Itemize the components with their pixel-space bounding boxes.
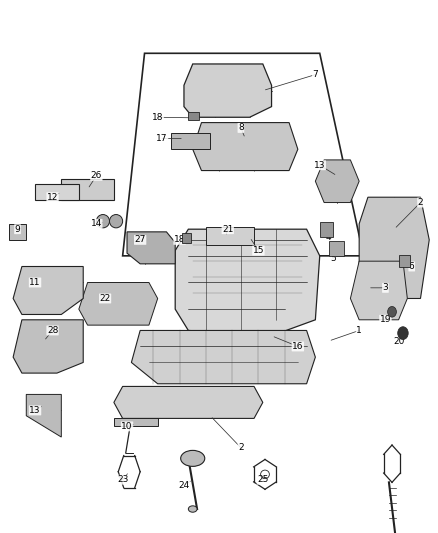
Text: 26: 26 <box>91 172 102 180</box>
Circle shape <box>388 306 396 317</box>
Text: 23: 23 <box>117 475 128 484</box>
Text: 3: 3 <box>382 284 389 292</box>
Bar <box>320 222 333 237</box>
Bar <box>188 112 199 120</box>
Polygon shape <box>359 197 429 298</box>
Text: 28: 28 <box>47 326 58 335</box>
Polygon shape <box>175 229 320 336</box>
Text: 5: 5 <box>330 254 336 263</box>
Text: 4: 4 <box>326 233 331 241</box>
Polygon shape <box>13 320 83 373</box>
Text: 11: 11 <box>29 278 41 287</box>
Text: 16: 16 <box>292 342 304 351</box>
Text: 7: 7 <box>312 70 318 79</box>
Text: 1: 1 <box>356 326 362 335</box>
Text: 27: 27 <box>134 236 146 244</box>
Polygon shape <box>131 330 315 384</box>
Text: 19: 19 <box>380 316 391 324</box>
Text: 20: 20 <box>393 337 404 345</box>
Text: 15: 15 <box>253 246 264 255</box>
Text: 18: 18 <box>174 236 185 244</box>
Text: 14: 14 <box>91 220 102 228</box>
Text: 2: 2 <box>238 443 244 452</box>
Text: 9: 9 <box>14 225 21 233</box>
Polygon shape <box>61 179 114 200</box>
Text: 17: 17 <box>156 134 168 143</box>
Polygon shape <box>171 133 210 149</box>
Polygon shape <box>114 418 158 426</box>
Circle shape <box>398 327 408 340</box>
Text: 13: 13 <box>314 161 325 169</box>
Polygon shape <box>9 224 26 240</box>
Polygon shape <box>13 266 83 314</box>
Text: 6: 6 <box>409 262 415 271</box>
Text: 21: 21 <box>222 225 233 233</box>
Text: 2: 2 <box>418 198 423 207</box>
Text: 24: 24 <box>178 481 190 489</box>
Polygon shape <box>184 64 272 117</box>
Bar <box>182 233 191 243</box>
Text: 25: 25 <box>257 475 268 484</box>
Polygon shape <box>26 394 61 437</box>
Text: 13: 13 <box>29 406 41 415</box>
Polygon shape <box>127 232 175 264</box>
Text: 22: 22 <box>99 294 111 303</box>
Polygon shape <box>206 227 254 245</box>
Polygon shape <box>114 386 263 418</box>
Ellipse shape <box>180 450 205 466</box>
Polygon shape <box>79 282 158 325</box>
Ellipse shape <box>188 506 197 512</box>
Polygon shape <box>350 261 407 320</box>
Polygon shape <box>315 160 359 203</box>
Bar <box>399 255 410 266</box>
Polygon shape <box>193 123 298 171</box>
Text: 10: 10 <box>121 422 133 431</box>
Bar <box>328 241 344 256</box>
Text: 18: 18 <box>152 113 163 122</box>
Polygon shape <box>35 184 79 200</box>
Text: 8: 8 <box>238 124 244 132</box>
Ellipse shape <box>96 214 110 228</box>
Text: 12: 12 <box>47 193 58 201</box>
Ellipse shape <box>110 214 123 228</box>
